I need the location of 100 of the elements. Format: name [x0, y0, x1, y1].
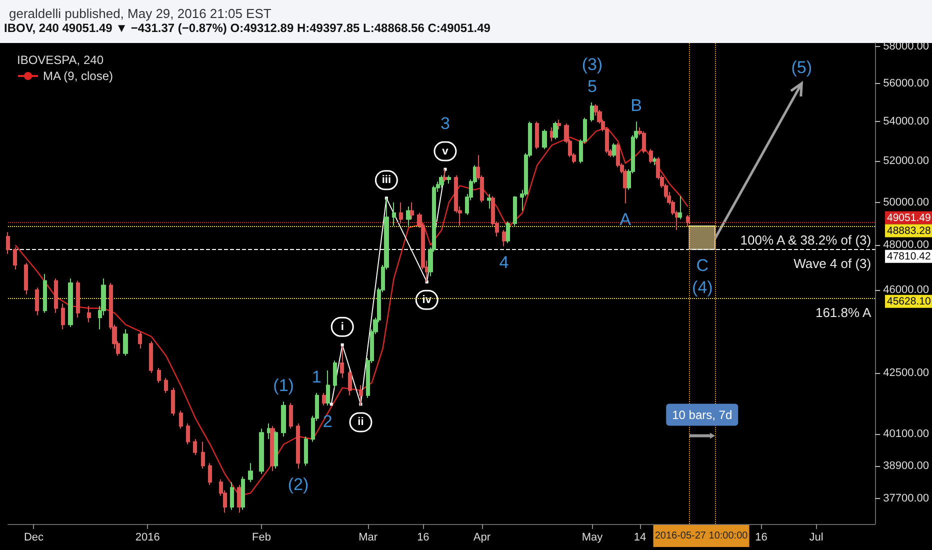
candlestick [447, 174, 451, 184]
annotation: 100% A & 38.2% of (3) [740, 232, 872, 248]
x-tick-label: Apr [473, 532, 491, 544]
ref-line-label: 10 bars, 7d [672, 408, 732, 422]
candlestick [123, 328, 128, 356]
x-tick-label: 14 [634, 532, 646, 544]
candlestick [502, 229, 506, 247]
candlestick [149, 340, 153, 374]
candlestick [241, 476, 245, 510]
point [330, 402, 333, 406]
x-tick-label: Mar [358, 532, 378, 544]
candlestick [259, 428, 264, 474]
candlestick [201, 441, 205, 469]
candlestick [550, 126, 554, 142]
candlestick [274, 430, 278, 469]
candlestick [557, 119, 561, 130]
annotation: 5 [587, 76, 597, 96]
candlestick [43, 274, 47, 314]
annotation: Wave 4 of (3) [794, 256, 872, 271]
y-tick-label: 38900.00 [883, 460, 930, 472]
candlestick [171, 387, 175, 416]
candlestick [138, 331, 142, 349]
x-tick-label: May [582, 532, 604, 544]
candlestick [281, 401, 286, 438]
annotation: (5) [791, 58, 812, 77]
annotation: (1) [273, 376, 294, 396]
candlestick [61, 303, 65, 330]
candlestick [399, 202, 403, 224]
candlestick [686, 214, 690, 227]
annotation: C [696, 256, 709, 275]
y-tick-label: 50000.00 [883, 196, 930, 208]
candlestick [333, 360, 337, 388]
data-label: i [340, 320, 344, 333]
text: IBOV, 240 49051.49 ▼ −431.37 (−0.87%) O:49312.89 H:49397.85 L:48868.56 C:49051.49 [4, 21, 491, 35]
annotation: A [620, 210, 632, 229]
ref-line-label: 47810.42 [887, 250, 931, 262]
x-tick-label: Feb [252, 532, 272, 544]
candlestick [642, 130, 646, 154]
y-tick-label: 46000.00 [883, 284, 930, 296]
candlestick [322, 392, 326, 406]
candlestick [406, 206, 411, 226]
candlestick [653, 156, 657, 166]
candlestick [76, 280, 80, 318]
ref-line-label: 2016-05-27 10:00:00 [654, 530, 748, 542]
candlestick [208, 462, 212, 486]
point [340, 343, 344, 346]
text: IBOVESPA, 240 [17, 53, 104, 67]
legend-label: MA (9, close) [43, 69, 114, 83]
x-tick-label: 2016 [135, 532, 160, 544]
y-tick-label: 54000.00 [883, 116, 930, 128]
candlestick [649, 148, 653, 164]
annotation: B [630, 96, 642, 116]
candlestick [348, 370, 352, 396]
y-tick-label: 52000.00 [883, 155, 930, 168]
candlestick [410, 202, 414, 220]
y-tick-label: 48000.00 [883, 239, 930, 252]
annotation: 1 [312, 367, 322, 386]
candlestick [87, 305, 91, 323]
candlestick [553, 121, 558, 140]
candlestick [54, 278, 58, 314]
candlestick [542, 128, 547, 150]
data-label: ii [358, 416, 364, 428]
data-label: iii [382, 174, 392, 186]
candlestick [193, 438, 197, 456]
candlestick [506, 220, 510, 244]
annotation: 3 [440, 114, 450, 133]
annotation: (4) [692, 278, 713, 297]
candlestick [612, 142, 616, 158]
candlestick [68, 278, 73, 328]
candlestick [513, 196, 517, 226]
candlestick [164, 377, 168, 394]
candlestick [392, 202, 396, 226]
ref-line-label: 49051.49 [887, 212, 931, 224]
candlestick [535, 121, 539, 150]
candlestick [248, 462, 253, 483]
ref-line-label: 48883.28 [887, 224, 931, 237]
candlestick [6, 232, 10, 254]
candlestick [157, 367, 161, 384]
y-tick-label: 56000.00 [883, 77, 930, 90]
x-tick-label: 16 [755, 532, 768, 544]
x-tick-label: Jul [809, 532, 824, 544]
candlestick [439, 174, 444, 188]
annotation: 4 [499, 252, 509, 272]
annotation: (2) [288, 474, 309, 494]
x-tick-label: Dec [24, 532, 44, 544]
candlestick [35, 287, 39, 316]
candlestick [267, 422, 271, 440]
candlestick [24, 262, 28, 295]
data-label: v [442, 145, 450, 158]
annotation: (3) [582, 54, 603, 74]
candlestick [230, 482, 234, 510]
ref-line-label: 45628.10 [887, 295, 931, 308]
y-tick-label: 37700.00 [883, 492, 930, 505]
y-tick-label: 40100.00 [883, 428, 930, 440]
x-tick-label: 16 [417, 532, 430, 544]
candlestick [487, 193, 491, 210]
candlestick [179, 410, 183, 430]
candlestick [678, 196, 682, 220]
annotation: 2 [322, 412, 332, 431]
candlestick [296, 422, 300, 469]
